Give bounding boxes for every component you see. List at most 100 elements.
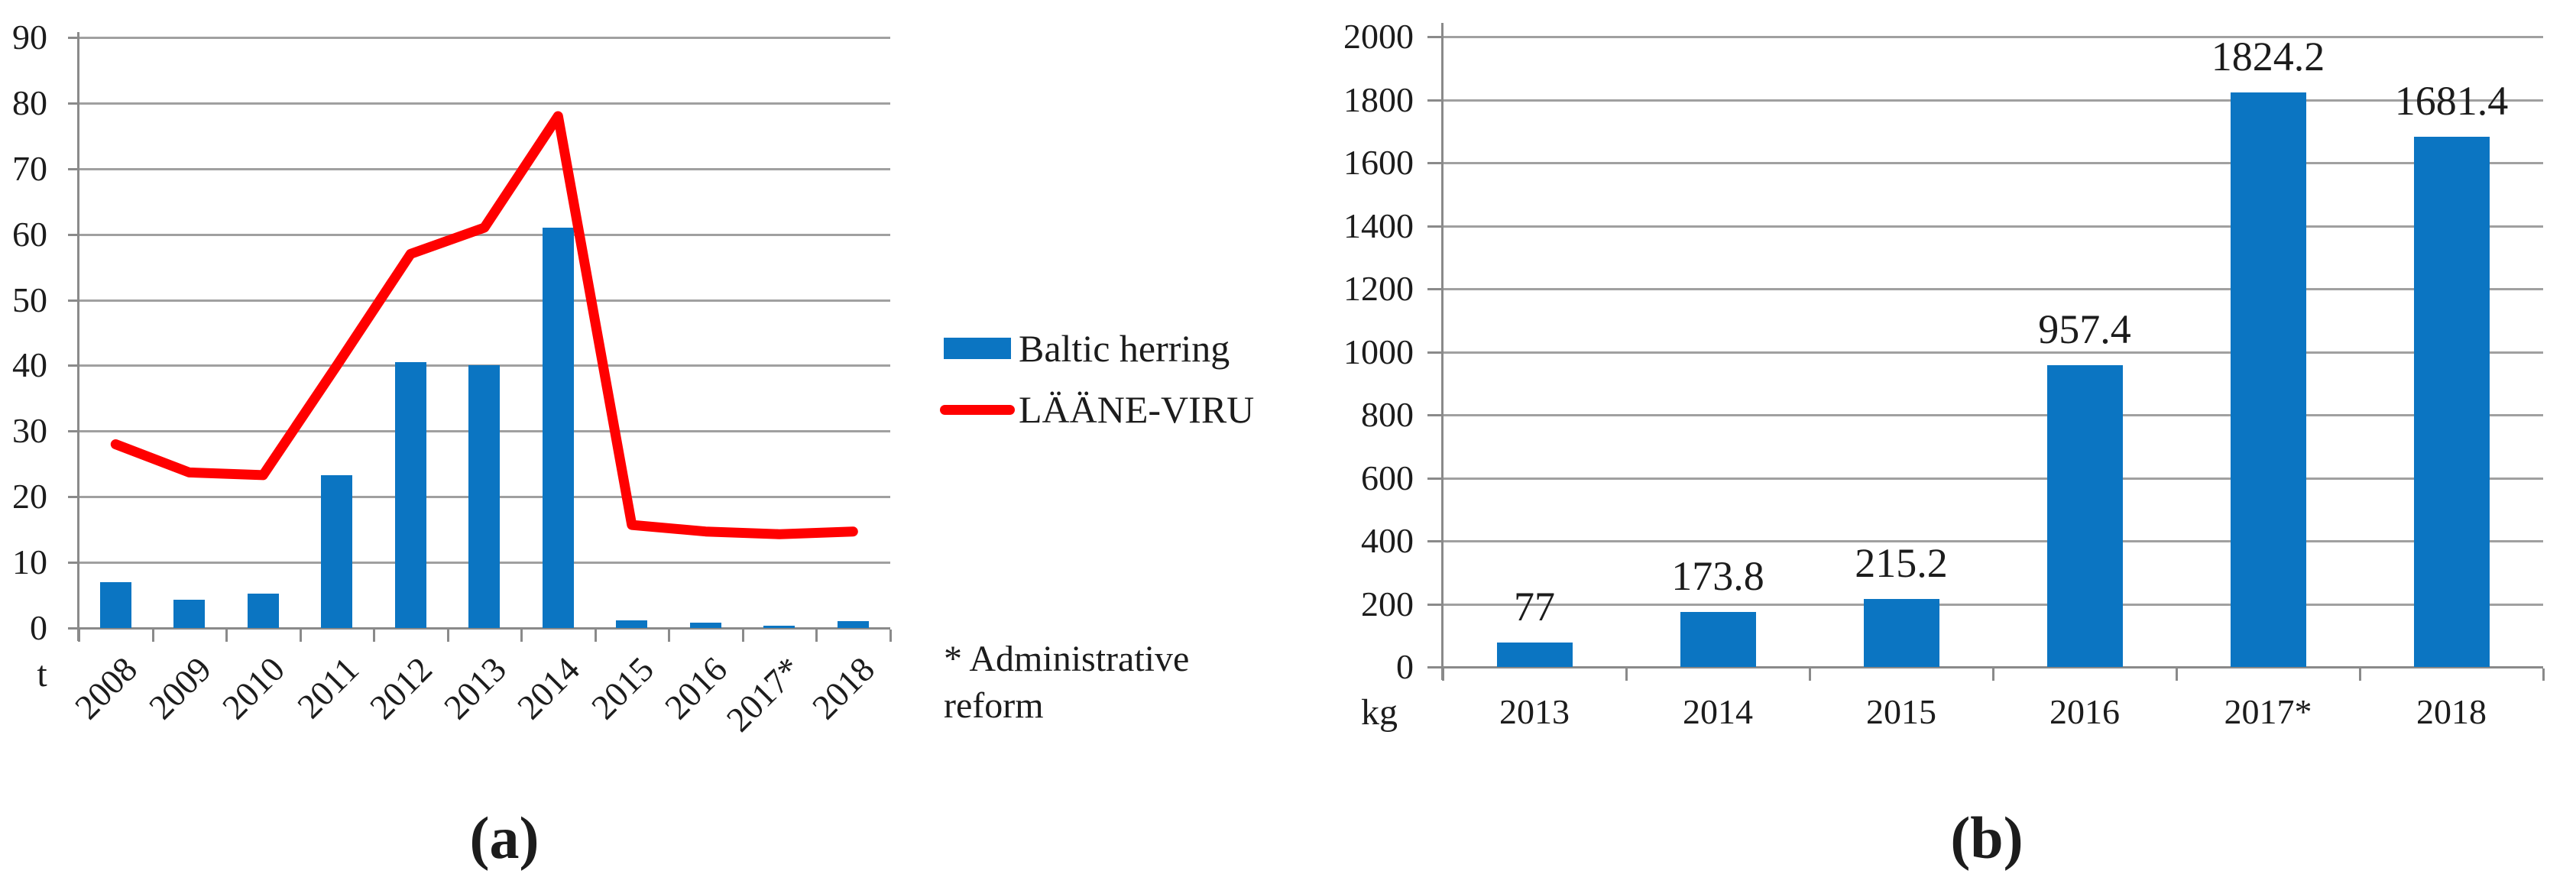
caption-a: (a): [469, 804, 540, 871]
catch-weight-bar: [1864, 599, 1939, 667]
legend-label-laane-viru: LÄÄNE-VIRU: [1019, 388, 1255, 431]
y-axis-tick: [1427, 540, 1443, 542]
y-tick-label: 1400: [1343, 206, 1414, 245]
gridline: [1443, 288, 2543, 290]
y-tick-label: 1000: [1343, 332, 1414, 371]
x-axis-tick: [300, 630, 302, 642]
y-tick-label: 0: [30, 608, 47, 647]
baltic-herring-bar: [838, 621, 869, 628]
x-axis-tick: [2359, 668, 2361, 681]
chart-b: [1299, 0, 2576, 887]
gridline: [79, 37, 890, 39]
y-tick-label: 400: [1361, 521, 1414, 560]
gridline: [1443, 225, 2543, 228]
x-axis-tick: [373, 630, 375, 642]
y-axis-tick: [68, 430, 79, 432]
y-axis-tick: [68, 102, 79, 105]
x-axis-tick: [225, 630, 228, 642]
y-axis-tick: [1427, 288, 1443, 290]
x-axis-line: [68, 627, 890, 630]
x-axis-line: [1427, 666, 2543, 668]
bar-value-label: 1824.2: [2211, 34, 2325, 79]
gridline: [79, 234, 890, 236]
gridline: [79, 102, 890, 105]
baltic-herring-bar: [616, 620, 647, 628]
x-axis-tick: [2542, 668, 2545, 681]
y-tick-label: 200: [1361, 584, 1414, 623]
y-axis-tick: [68, 627, 79, 630]
asterisk-note: * Administrative reform: [944, 639, 1190, 726]
y-tick-label: 20: [12, 477, 47, 516]
gridline: [1443, 351, 2543, 354]
y-tick-label: 800: [1361, 395, 1414, 434]
catch-weight-bar: [1497, 643, 1573, 667]
gridline: [1443, 99, 2543, 102]
gridline: [1443, 540, 2543, 542]
gridline: [79, 299, 890, 302]
y-axis-tick: [1427, 36, 1443, 38]
x-tick-label: 2017*: [2224, 692, 2312, 731]
baltic-herring-bar: [543, 228, 574, 628]
y-tick-label: 600: [1361, 458, 1414, 497]
legend-swatch-laane-viru: [940, 405, 1015, 415]
y-axis-tick: [1427, 477, 1443, 480]
catch-weight-bar: [2047, 365, 2123, 667]
x-axis-tick: [1625, 668, 1628, 681]
x-axis-tick: [595, 630, 597, 642]
x-axis-tick: [78, 630, 80, 642]
y-axis-line: [77, 32, 79, 641]
y-axis-tick: [1427, 604, 1443, 606]
x-tick-label: 2013: [1499, 692, 1570, 731]
catch-weight-bar: [2231, 92, 2306, 667]
baltic-herring-bar: [173, 600, 205, 628]
x-axis-tick: [152, 630, 154, 642]
y-unit-label-a: t: [37, 654, 47, 694]
x-axis-tick: [1442, 668, 1444, 681]
bar-value-label: 1681.4: [2394, 78, 2509, 124]
y-axis-tick: [68, 496, 79, 498]
x-axis-tick: [2176, 668, 2178, 681]
y-tick-label: 60: [12, 215, 47, 254]
baltic-herring-bar: [395, 362, 426, 628]
laane-viru-trend-line: [110, 111, 858, 539]
x-axis-tick: [447, 630, 449, 642]
x-axis-tick: [742, 630, 744, 642]
legend-label-baltic-herring: Baltic herring: [1019, 327, 1230, 370]
x-tick-label: 2014: [1683, 692, 1753, 731]
baltic-herring-bar: [100, 582, 131, 628]
x-tick-label: 2016: [2049, 692, 2120, 731]
x-axis-tick: [1809, 668, 1811, 681]
y-axis-tick: [1427, 351, 1443, 354]
x-axis-tick: [668, 630, 670, 642]
catch-weight-bar: [2414, 137, 2490, 667]
y-tick-label: 1800: [1343, 80, 1414, 119]
gridline: [1443, 604, 2543, 606]
y-axis-tick: [68, 234, 79, 236]
x-tick-label: 2018: [2416, 692, 2487, 731]
x-axis-tick: [1992, 668, 1994, 681]
gridline: [79, 168, 890, 170]
baltic-herring-bar: [248, 594, 279, 628]
y-unit-label-b: kg: [1361, 692, 1398, 733]
y-tick-label: 1600: [1343, 143, 1414, 182]
y-tick-label: 30: [12, 411, 47, 450]
x-axis-tick: [815, 630, 818, 642]
y-tick-label: 90: [12, 18, 47, 57]
gridline: [1443, 477, 2543, 480]
y-axis-tick: [1427, 162, 1443, 164]
y-axis-tick: [68, 168, 79, 170]
gridline: [1443, 36, 2543, 38]
y-axis-tick: [68, 299, 79, 302]
y-tick-label: 10: [12, 542, 47, 581]
baltic-herring-bar: [763, 626, 795, 628]
y-tick-label: 40: [12, 345, 47, 384]
y-tick-label: 80: [12, 83, 47, 122]
gridline: [1443, 162, 2543, 164]
baltic-herring-bar: [690, 623, 721, 628]
y-tick-label: 2000: [1343, 17, 1414, 56]
y-axis-tick: [68, 37, 79, 39]
bar-value-label: 957.4: [2038, 306, 2131, 352]
y-axis-tick: [1427, 99, 1443, 102]
y-tick-label: 1200: [1343, 269, 1414, 308]
